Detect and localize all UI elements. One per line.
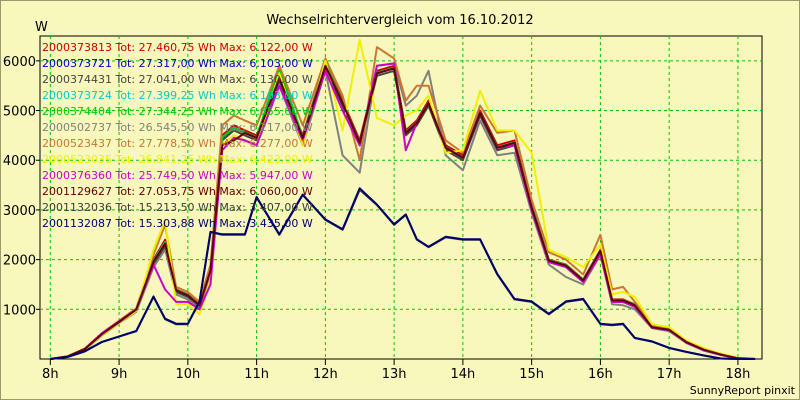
legend-entry: 2000373724 Tot: 27.399,25 Wh Max: 6.103,… (42, 89, 313, 102)
legend-entry: 2000373813 Tot: 27.460,75 Wh Max: 6.122,… (42, 41, 313, 54)
x-tick-label: 12h (313, 367, 338, 382)
y-tick-label: 3000 (3, 204, 36, 219)
series-line-2000523035 (50, 38, 756, 360)
series-lines (50, 38, 756, 360)
x-tick-label: 9h (111, 367, 128, 382)
series-line-2000376360 (50, 62, 756, 360)
y-tick-label: 4000 (3, 154, 36, 169)
footer-credit: SunnyReport pinxit (690, 384, 796, 397)
x-tick-label: 10h (175, 367, 200, 382)
series-line-2000502737 (50, 62, 756, 360)
legend-entry: 2000374431 Tot: 27.041,00 Wh Max: 6.130,… (42, 73, 313, 86)
x-tick-label: 8h (42, 367, 59, 382)
y-axis-label: W (35, 20, 48, 35)
y-tick-label: 2000 (3, 254, 36, 269)
legend-entry: 2001129627 Tot: 27.053,75 Wh Max: 6.060,… (42, 185, 313, 198)
chart-title: Wechselrichtervergleich vom 16.10.2012 (266, 13, 533, 28)
y-tick-label: 1000 (3, 303, 36, 318)
legend-entry: 2000376360 Tot: 25.749,50 Wh Max: 5.947,… (42, 169, 313, 182)
legend-entry: 2000502737 Tot: 26.545,50 Wh Max: 6.217,… (42, 121, 313, 134)
x-tick-label: 14h (450, 367, 475, 382)
legend-entry: 2000374404 Tot: 27.344,25 Wh Max: 6.055,… (42, 105, 313, 118)
x-tick-label: 16h (588, 367, 613, 382)
legend-entry: 2001132087 Tot: 15.303,88 Wh Max: 3.435,… (42, 217, 313, 230)
series-line-2001132087 (50, 187, 756, 360)
x-tick-label: 18h (726, 367, 751, 382)
legend-entry: 2001132036 Tot: 15.213,50 Wh Max: 3.407,… (42, 201, 313, 214)
y-tick-label: 5000 (3, 105, 36, 120)
legend-entry: 2000373721 Tot: 27.317,00 Wh Max: 6.103,… (42, 57, 313, 70)
legend: 2000373813 Tot: 27.460,75 Wh Max: 6.122,… (42, 41, 313, 230)
y-tick-label: 6000 (3, 55, 36, 70)
y-axis-ticks: 1000 2000 3000 4000 5000 6000 (3, 55, 40, 318)
legend-entry: 2000523035 Tot: 26.841,25 Wh Max: 6.423,… (42, 153, 313, 166)
x-tick-label: 11h (244, 367, 269, 382)
x-axis-ticks: 8h 9h 10h 11h 12h 13h 14h 15h 16h 17h 18h (42, 359, 750, 382)
x-tick-label: 15h (519, 367, 544, 382)
legend-entry: 2000523437 Tot: 27.778,50 Wh Max: 6.277,… (42, 137, 313, 150)
x-tick-label: 13h (382, 367, 407, 382)
series-line-2001129627 (50, 64, 756, 360)
x-tick-label: 17h (657, 367, 682, 382)
